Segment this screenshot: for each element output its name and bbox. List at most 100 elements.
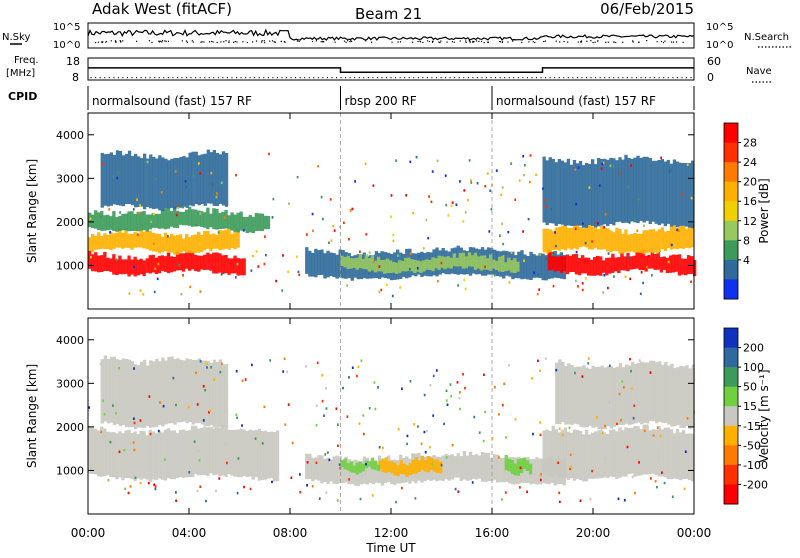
scatter-region-cell xyxy=(654,429,658,475)
scatter-region-cell xyxy=(376,256,381,272)
scatter-echo xyxy=(531,377,533,380)
scatter-region-cell xyxy=(361,258,366,269)
noise-search-point xyxy=(164,40,166,42)
scatter-echo xyxy=(342,386,344,390)
scatter-echo xyxy=(436,159,439,163)
scatter-region-cell xyxy=(574,253,579,275)
scatter-echo xyxy=(368,272,370,275)
scatter-region-cell xyxy=(166,428,171,479)
nave-point xyxy=(108,77,110,79)
scatter-region-cell xyxy=(137,156,141,207)
scatter-echo xyxy=(424,451,427,454)
scatter-echo xyxy=(470,181,473,184)
scatter-region-cell xyxy=(272,432,277,482)
scatter-region-cell xyxy=(163,429,168,481)
scatter-echo xyxy=(288,202,290,205)
nave-point xyxy=(576,77,578,79)
scatter-region-cell xyxy=(239,211,243,231)
scatter-echo xyxy=(600,427,603,431)
scatter-region-cell xyxy=(157,255,162,274)
scatter-region-cell xyxy=(149,360,153,428)
scatter-echo xyxy=(656,485,658,489)
scatter-echo xyxy=(510,162,513,165)
scatter-region-cell xyxy=(639,429,643,476)
scatter-region-cell xyxy=(139,258,143,275)
scatter-region-cell xyxy=(456,453,460,478)
scatter-echo xyxy=(539,369,541,372)
scatter-region-cell xyxy=(560,429,565,479)
scatter-region-cell xyxy=(175,234,180,255)
nave-point xyxy=(645,77,647,79)
scatter-echo xyxy=(159,401,161,404)
scatter-region-cell xyxy=(343,256,347,268)
scatter-echo xyxy=(264,235,266,238)
noise-search-point xyxy=(422,41,424,44)
nave-point xyxy=(263,77,265,79)
scatter-echo xyxy=(638,461,640,464)
scatter-region-cell xyxy=(556,256,560,271)
nave-point xyxy=(395,77,397,79)
scatter-echo xyxy=(501,403,504,407)
nave-point xyxy=(422,77,424,79)
nave-point xyxy=(208,77,210,79)
scatter-region-cell xyxy=(218,253,222,273)
nave-point xyxy=(272,77,274,79)
noise-search-point xyxy=(656,41,658,43)
scatter-region-cell xyxy=(490,457,494,482)
scatter-echo xyxy=(199,360,202,363)
scatter-region-cell xyxy=(143,359,147,428)
noise-sky-series xyxy=(87,28,695,41)
nave-point xyxy=(613,77,615,79)
noise-search-point xyxy=(252,41,254,43)
noise-search-point xyxy=(432,41,434,43)
scatter-echo xyxy=(234,276,237,279)
scatter-echo xyxy=(134,476,137,480)
scatter-region-cell xyxy=(221,230,225,250)
colorbar-tick-label: -200 xyxy=(743,478,768,491)
scatter-region-cell xyxy=(94,252,98,272)
scatter-region-cell xyxy=(651,429,655,474)
scatter-region-cell xyxy=(136,234,140,248)
scatter-region-cell xyxy=(583,257,588,274)
colorbar-swatch xyxy=(724,406,738,427)
scatter-region-cell xyxy=(477,455,482,479)
scatter-echo xyxy=(128,292,131,295)
scatter-echo xyxy=(574,227,577,231)
scatter-echo xyxy=(409,268,411,271)
scatter-echo xyxy=(522,230,524,233)
scatter-region-cell xyxy=(630,427,634,474)
scatter-echo xyxy=(132,441,135,444)
scatter-echo xyxy=(299,473,301,476)
scatter-region-cell xyxy=(320,455,324,484)
scatter-echo xyxy=(412,211,415,215)
scatter-region-cell xyxy=(200,427,204,475)
scatter-echo xyxy=(358,422,361,425)
scatter-echo xyxy=(197,449,200,453)
scatter-echo xyxy=(450,204,453,208)
scatter-echo xyxy=(296,175,299,179)
nave-point xyxy=(454,77,456,79)
scatter-region-cell xyxy=(600,225,604,250)
scatter-echo xyxy=(395,500,397,504)
scatter-echo xyxy=(348,238,350,241)
nave-point xyxy=(308,77,310,79)
scatter-region-cell xyxy=(349,258,353,269)
scatter-echo xyxy=(325,407,328,410)
scatter-echo xyxy=(544,357,547,360)
scatter-region-cell xyxy=(178,253,183,271)
noise-search-point xyxy=(528,41,530,43)
scatter-region-cell xyxy=(422,260,426,272)
scatter-region-cell xyxy=(681,225,686,249)
scatter-region-cell xyxy=(550,251,554,270)
scatter-region-cell xyxy=(582,365,586,428)
scatter-region-cell xyxy=(621,159,625,224)
scatter-echo xyxy=(152,242,155,245)
scatter-region-cell xyxy=(242,216,246,232)
scatter-region-cell xyxy=(142,431,146,479)
nave-point xyxy=(95,77,97,79)
scatter-region-cell xyxy=(542,430,546,474)
scatter-echo xyxy=(275,279,278,283)
scatter-echo xyxy=(464,211,467,214)
scatter-region-cell xyxy=(551,158,555,224)
